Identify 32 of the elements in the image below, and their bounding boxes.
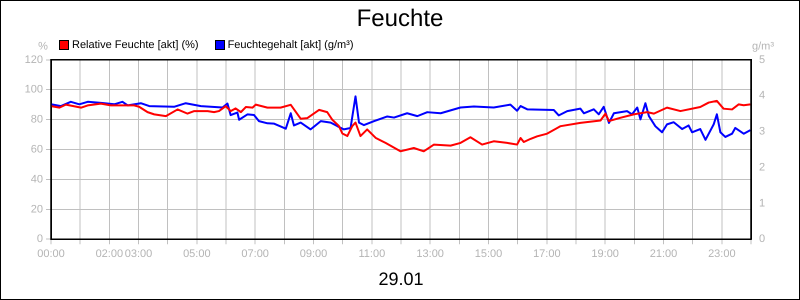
y-tick-label: 60: [30, 144, 43, 156]
y-axis-title: %: [38, 40, 48, 52]
y2-tick-label: 4: [759, 90, 766, 102]
legend-label: Feuchtegehalt [akt] (g/m³): [228, 39, 354, 51]
x-tick-label: 02:00: [96, 248, 124, 260]
chart-title: Feuchte: [356, 5, 444, 32]
y2-tick-label: 5: [759, 54, 766, 66]
x-tick-label: 11:00: [358, 248, 386, 260]
legend-label: Relative Feuchte [akt] (%): [72, 39, 199, 51]
y-tick-label: 80: [30, 114, 43, 126]
x-tick-label: 13:00: [416, 248, 444, 260]
y2-tick-label: 2: [759, 161, 766, 174]
x-tick-label: 19:00: [591, 248, 619, 260]
y-tick-label: 40: [30, 173, 43, 186]
x-tick-label: 09:00: [300, 248, 328, 260]
x-tick-label: 03:00: [124, 248, 152, 260]
y2-tick-label: 3: [759, 126, 766, 138]
x-tick-label: 15:00: [474, 248, 502, 260]
y-tick-label: 120: [24, 54, 43, 66]
x-tick-label: 05:00: [183, 248, 211, 260]
x-tick-label: 00:00: [37, 248, 65, 260]
y-tick-label: 20: [30, 203, 43, 216]
y-tick-label: 0: [36, 233, 43, 246]
x-tick-label: 23:00: [708, 248, 736, 260]
y-tick-label: 100: [24, 84, 43, 96]
x-axis-title: 29.01: [378, 269, 424, 290]
y2-tick-label: 1: [759, 197, 766, 210]
x-tick-label: 17:00: [533, 248, 561, 260]
y2-axis-title: g/m³: [752, 40, 774, 52]
x-tick-label: 07:00: [241, 248, 269, 260]
y2-tick-label: 0: [759, 233, 766, 246]
x-tick-label: 21:00: [650, 248, 678, 260]
